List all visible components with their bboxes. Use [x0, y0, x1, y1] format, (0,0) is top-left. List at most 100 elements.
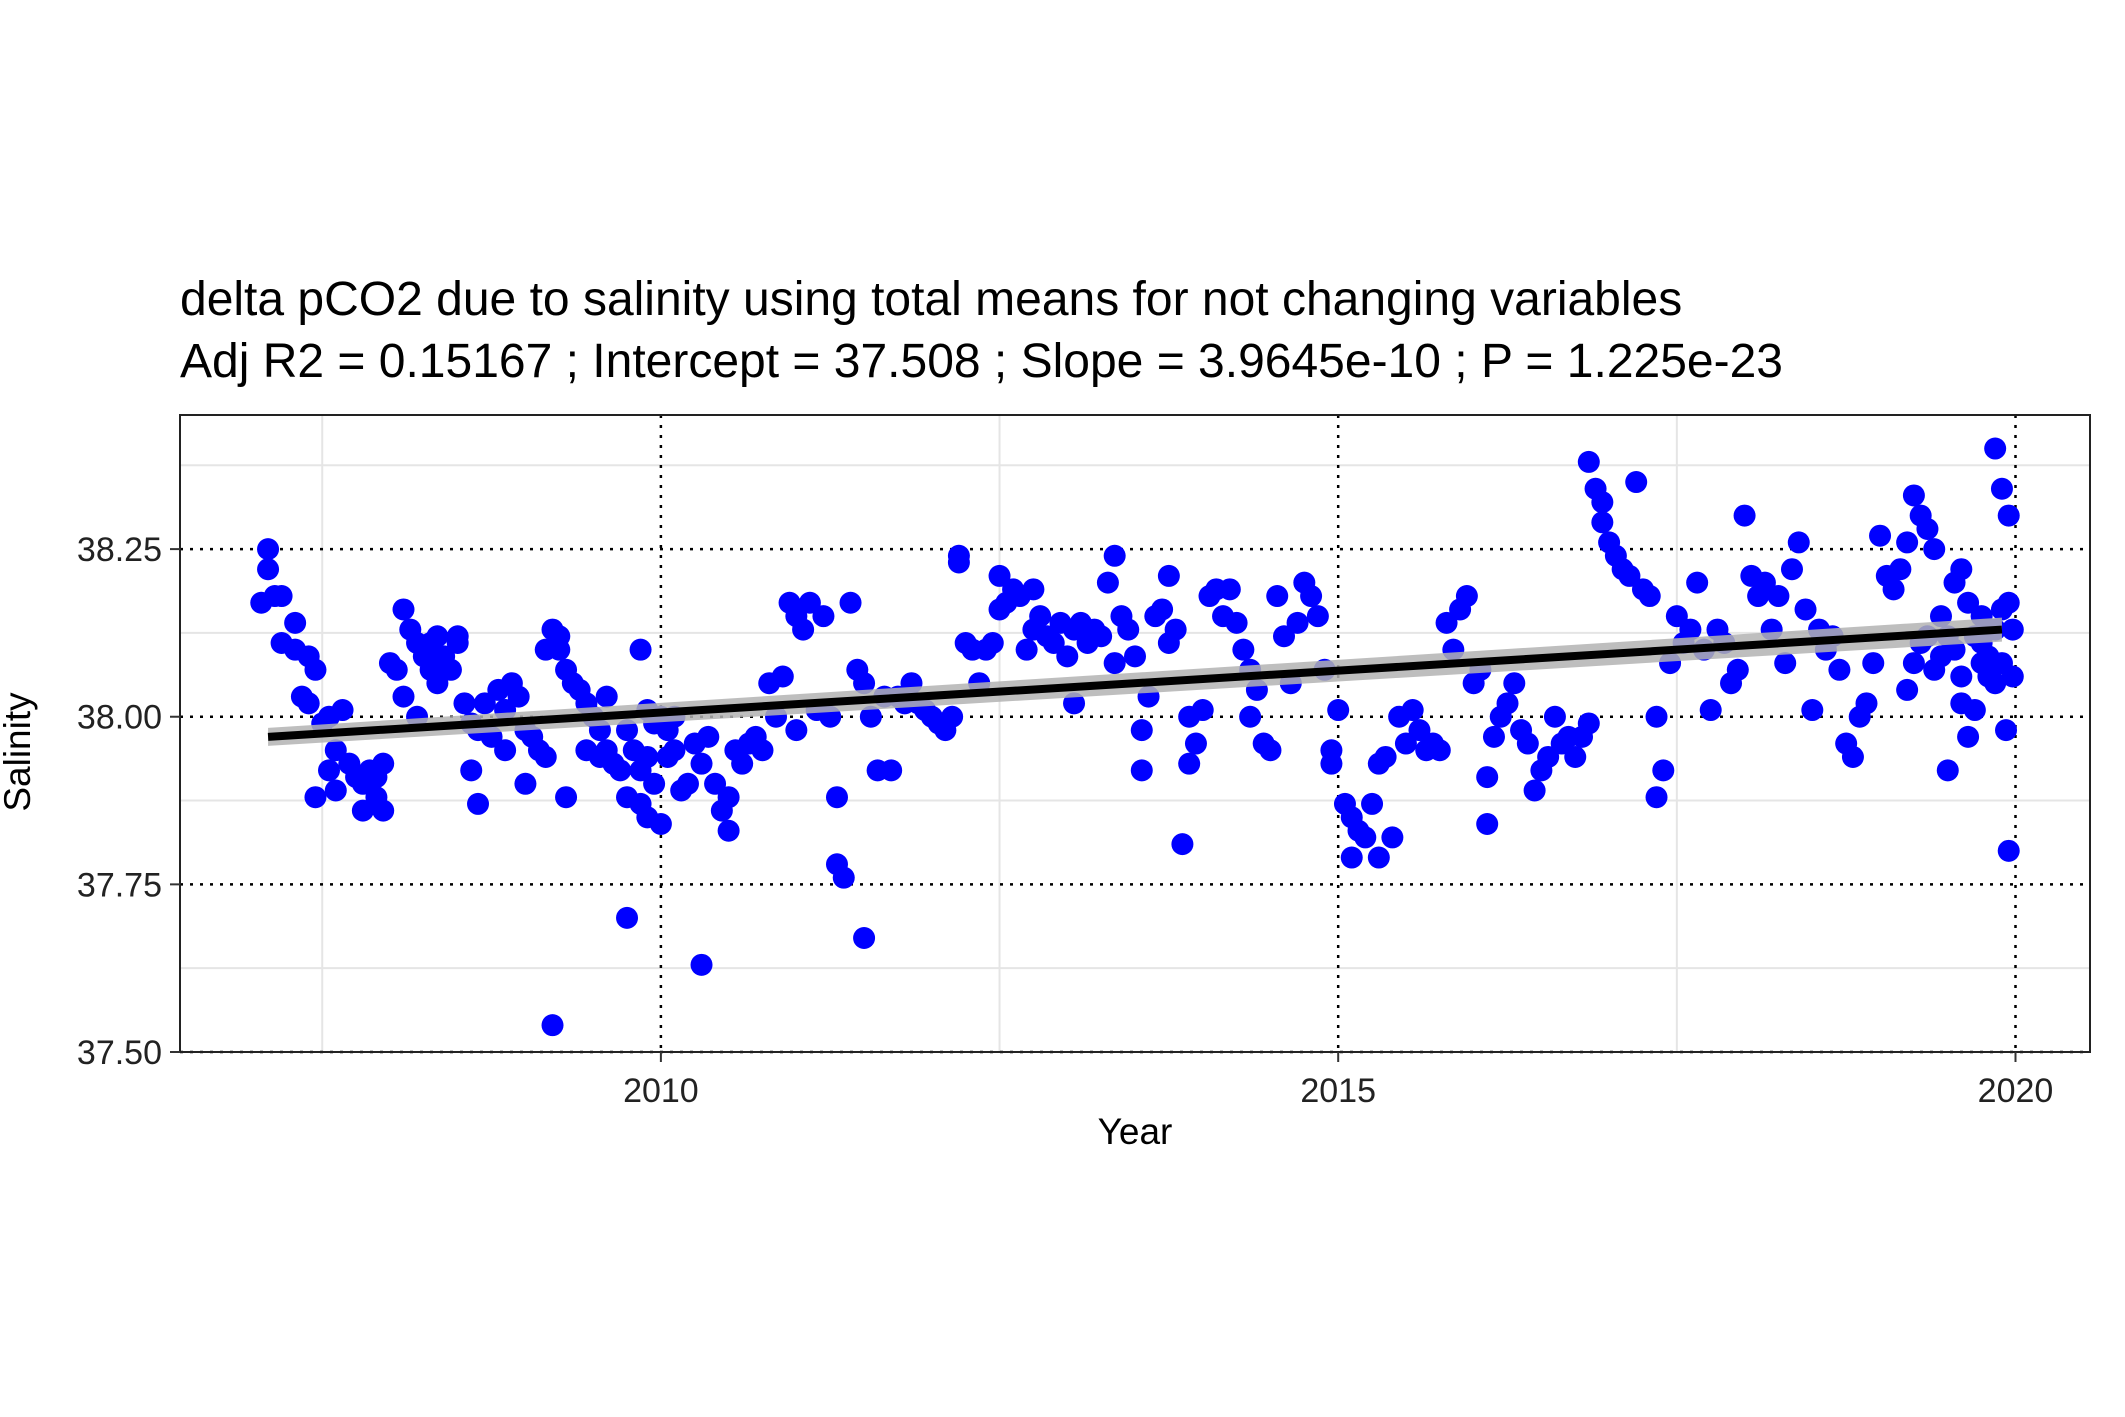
data-point [284, 611, 307, 634]
data-point [1286, 611, 1309, 634]
data-point [1841, 745, 1864, 768]
data-point [1306, 605, 1329, 628]
data-point [1936, 759, 1959, 782]
data-point [1164, 618, 1187, 641]
data-point [453, 692, 476, 715]
data-point [1361, 792, 1384, 815]
data-point [1537, 745, 1560, 768]
data-point [1774, 652, 1797, 675]
data-point [853, 927, 876, 950]
data-point [595, 685, 618, 708]
data-point [1191, 699, 1214, 722]
data-point [616, 719, 639, 742]
data-point [257, 558, 280, 581]
data-point [555, 786, 578, 809]
data-point [1482, 725, 1505, 748]
data-point [392, 598, 415, 621]
data-point [690, 752, 713, 775]
data-point [324, 739, 347, 762]
data-point [1056, 645, 1079, 668]
data-point [1022, 578, 1045, 601]
data-point [1266, 585, 1289, 608]
data-point [839, 591, 862, 614]
data-point [1130, 759, 1153, 782]
plot-panel-border [179, 414, 2091, 1053]
data-point [1029, 605, 1052, 628]
data-point [460, 759, 483, 782]
trend-line [267, 625, 2003, 741]
data-point [1543, 705, 1566, 728]
data-point [643, 772, 666, 795]
data-point [616, 906, 639, 929]
data-point [771, 665, 794, 688]
data-point [1300, 585, 1323, 608]
data-point [1063, 692, 1086, 715]
data-point [1625, 471, 1648, 494]
data-point [1889, 558, 1912, 581]
data-point [1950, 665, 1973, 688]
data-point [318, 759, 341, 782]
data-point [1902, 652, 1925, 675]
trend-line-group [267, 617, 2003, 746]
data-point [1794, 598, 1817, 621]
data-point [1995, 719, 2018, 742]
data-point [446, 625, 469, 648]
data-point [473, 692, 496, 715]
data-point [1896, 531, 1919, 554]
data-point [297, 692, 320, 715]
data-point [629, 638, 652, 661]
data-point [1435, 611, 1458, 634]
data-point [1902, 484, 1925, 507]
data-point [1679, 618, 1702, 641]
data-point [1320, 739, 1343, 762]
data-point [1577, 450, 1600, 473]
data-point [981, 631, 1004, 654]
data-point [1090, 625, 1113, 648]
data-point [1957, 591, 1980, 614]
data-point [541, 1014, 564, 1037]
data-point [304, 658, 327, 681]
data-point [792, 618, 815, 641]
data-point [1394, 732, 1417, 755]
data-points [250, 437, 2024, 1037]
data-point [717, 786, 740, 809]
y-tick-label: 37.75 [77, 866, 162, 904]
data-point [697, 725, 720, 748]
data-point [467, 792, 490, 815]
data-point [1591, 511, 1614, 534]
data-point [1564, 745, 1587, 768]
data-point [494, 739, 517, 762]
data-point [1990, 477, 2013, 500]
y-tick-label: 38.25 [77, 531, 162, 569]
data-point [1340, 846, 1363, 869]
data-point [1401, 699, 1424, 722]
x-tick-label: 2015 [1300, 1072, 1376, 1110]
chart-subtitle: Adj R2 = 0.15167 ; Intercept = 37.508 ; … [180, 335, 1783, 388]
data-point [392, 685, 415, 708]
data-point [304, 786, 327, 809]
data-point [1645, 786, 1668, 809]
data-point [1455, 585, 1478, 608]
data-point [1855, 692, 1878, 715]
data-point [1929, 645, 1952, 668]
data-point [1882, 578, 1905, 601]
data-point [717, 819, 740, 842]
data-point [1232, 638, 1255, 661]
data-point [372, 752, 395, 775]
data-point [798, 591, 821, 614]
data-point [832, 866, 855, 889]
data-point [1686, 571, 1709, 594]
data-point [439, 658, 462, 681]
data-point [947, 551, 970, 574]
data-point [859, 705, 882, 728]
data-point [1591, 491, 1614, 514]
data-point [1753, 571, 1776, 594]
x-tick-label: 2010 [623, 1072, 699, 1110]
data-point [1699, 699, 1722, 722]
data-point [1950, 558, 1973, 581]
data-point [1117, 618, 1140, 641]
data-point [1618, 564, 1641, 587]
y-axis-title: Salinity [0, 692, 38, 812]
data-point [1896, 678, 1919, 701]
